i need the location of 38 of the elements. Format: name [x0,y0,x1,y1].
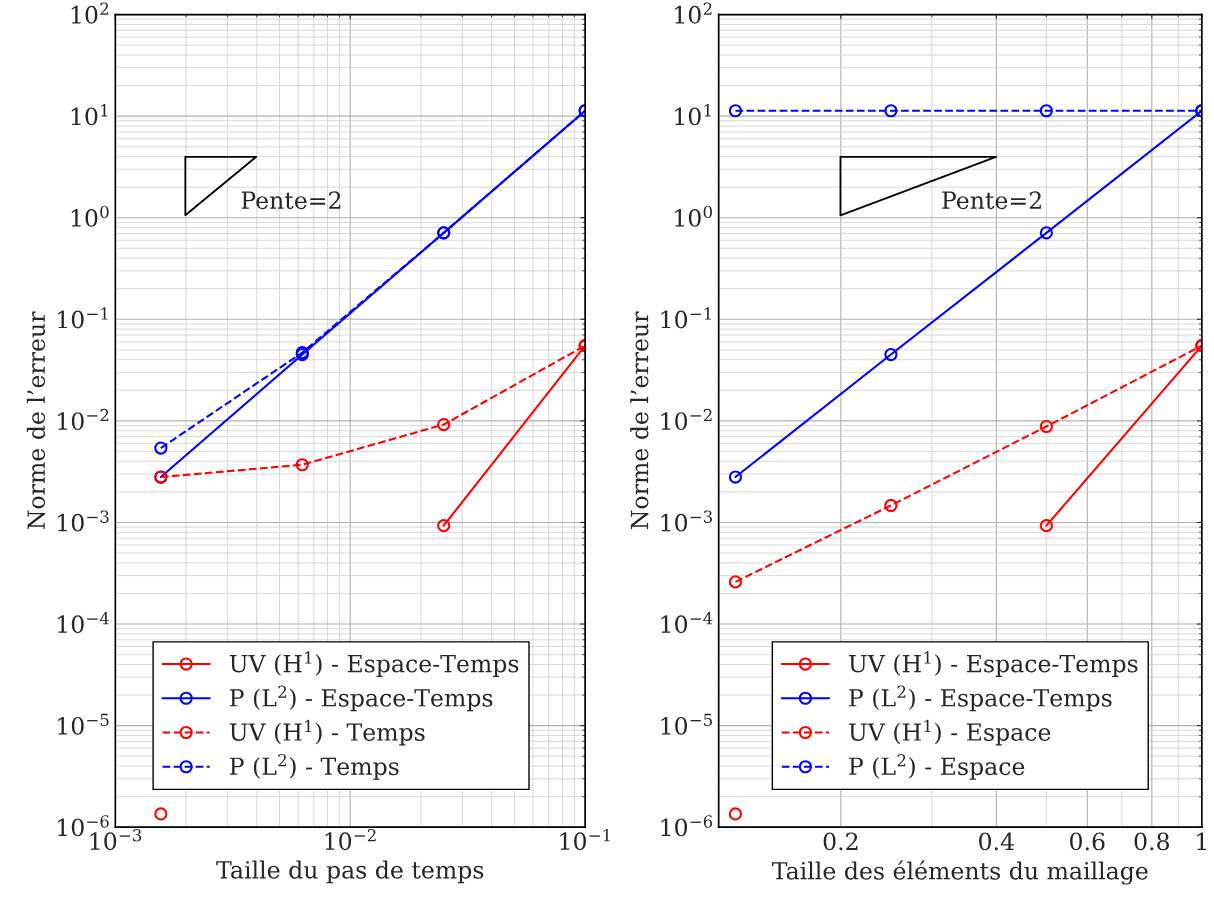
annotation: Pente=2 [241,191,341,210]
x-axis-title: Taille du pas de temps [216,860,484,884]
legend-label: UV (H$^{1}$) - Temps [229,719,425,746]
x-tick-label: 0.6 [1070,832,1105,851]
legend-label: P (L$^{2}$) - Espace-Temps [849,685,1112,712]
y-tick-label: 10$^{0}$ [675,205,712,227]
y-tick-label: 10$^{−1}$ [58,307,108,329]
y-tick-label: 10$^{−5}$ [58,713,109,735]
x-axis-title: Taille des éléments du maillage [771,860,1148,885]
y-axis-title: Norme de l’erreur [26,311,46,530]
y-tick-label: 10$^{−2}$ [58,408,109,431]
x-tick-label: 1 [1197,832,1207,850]
y-tick-label: 10$^{2}$ [71,2,109,24]
y-axis-title: Norme de l’erreur [630,311,649,530]
x-tick-label: 0.8 [1134,832,1169,851]
y-tick-label: 10$^{2}$ [675,2,712,24]
annotation: Pente=2 [942,191,1041,210]
x-tick-label: 10$^{−1}$ [560,828,610,851]
legend-label: UV (H$^{1}$) - Espace [848,719,1051,746]
legend-label: UV (H$^{1}$) - Espace-Temps [229,651,519,678]
y-tick-label: 10$^{−5}$ [661,713,712,735]
y-tick-label: 10$^{−3}$ [661,510,712,532]
y-tick-label: 10$^{−2}$ [661,408,712,431]
legend-label: P (L$^{2}$) - Espace [849,753,1025,780]
y-tick-label: 10$^{0}$ [71,205,109,227]
legend-label: P (L$^{2}$) - Temps [229,753,399,780]
x-tick-label: 10$^{−2}$ [325,828,376,851]
legend-label: P (L$^{2}$) - Espace-Temps [229,685,493,712]
y-tick-label: 10$^{1}$ [71,104,108,126]
y-tick-label: 10$^{1}$ [675,104,711,126]
y-tick-label: 10$^{−6}$ [661,815,713,837]
y-tick-label: 10$^{−1}$ [661,307,711,329]
y-tick-label: 10$^{−4}$ [58,611,110,634]
x-tick-label: 0.4 [979,832,1014,851]
y-tick-label: 10$^{−4}$ [661,611,713,634]
y-tick-label: 10$^{−3}$ [58,510,109,532]
x-tick-label: 0.2 [823,832,858,851]
legend-label: UV (H$^{1}$) - Espace-Temps [848,651,1138,678]
